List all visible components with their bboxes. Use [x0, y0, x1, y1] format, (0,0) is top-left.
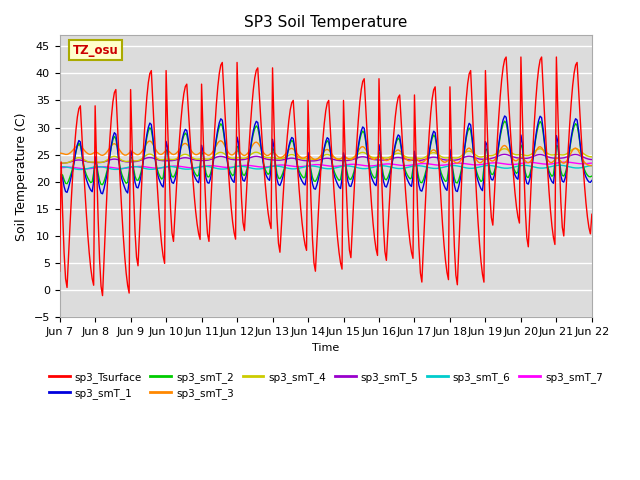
sp3_smT_5 — [70, 158, 78, 164]
sp3_smT_6 — [77, 167, 84, 172]
Text: TZ_osu: TZ_osu — [73, 44, 118, 57]
sp3_smT_1 — [526, 177, 534, 182]
sp3_smT_5 — [388, 156, 396, 161]
sp3_smT_2 — [378, 163, 386, 169]
Line: sp3_smT_2: sp3_smT_2 — [60, 121, 592, 185]
Line: sp3_smT_6: sp3_smT_6 — [60, 165, 592, 169]
sp3_smT_1 — [156, 180, 164, 185]
Line: sp3_smT_4: sp3_smT_4 — [60, 149, 592, 163]
sp3_smT_6 — [378, 163, 386, 168]
sp3_Tsurface — [526, 211, 534, 217]
sp3_smT_1 — [390, 150, 397, 156]
sp3_Tsurface — [360, 76, 368, 82]
sp3_smT_6 — [588, 163, 596, 168]
sp3_smT_7 — [156, 165, 164, 171]
sp3_smT_6 — [556, 162, 563, 168]
sp3_smT_4 — [572, 146, 579, 152]
sp3_Tsurface — [588, 211, 596, 217]
sp3_smT_6 — [156, 165, 164, 171]
sp3_smT_5 — [155, 157, 163, 163]
sp3_smT_2 — [99, 182, 106, 188]
sp3_smT_3 — [524, 160, 532, 166]
Line: sp3_smT_5: sp3_smT_5 — [60, 155, 592, 163]
sp3_smT_3 — [70, 145, 78, 151]
sp3_smT_1 — [378, 168, 386, 174]
Title: SP3 Soil Temperature: SP3 Soil Temperature — [244, 15, 408, 30]
sp3_smT_2 — [390, 150, 397, 156]
Line: sp3_smT_1: sp3_smT_1 — [60, 116, 592, 194]
sp3_smT_2 — [56, 175, 63, 180]
sp3_smT_5 — [376, 157, 384, 163]
sp3_smT_2 — [156, 174, 164, 180]
sp3_smT_5 — [524, 155, 532, 161]
sp3_smT_2 — [501, 118, 509, 124]
sp3_smT_3 — [217, 138, 225, 144]
sp3_smT_7 — [56, 165, 63, 171]
sp3_smT_4 — [60, 160, 68, 166]
sp3_smT_1 — [70, 157, 78, 163]
sp3_Tsurface — [99, 293, 106, 299]
sp3_smT_3 — [56, 150, 63, 156]
sp3_smT_7 — [390, 161, 397, 167]
sp3_smT_1 — [501, 113, 509, 119]
Line: sp3_smT_3: sp3_smT_3 — [60, 141, 592, 166]
sp3_smT_1 — [360, 125, 368, 131]
sp3_smT_4 — [156, 157, 164, 163]
sp3_smT_2 — [360, 130, 368, 136]
sp3_smT_6 — [360, 166, 368, 171]
sp3_smT_7 — [588, 160, 596, 166]
sp3_smT_5 — [56, 160, 63, 166]
sp3_smT_3 — [155, 151, 163, 156]
sp3_smT_6 — [524, 163, 532, 168]
sp3_smT_7 — [70, 165, 78, 170]
sp3_smT_4 — [378, 155, 386, 160]
sp3_smT_2 — [70, 156, 78, 162]
sp3_smT_3 — [390, 151, 397, 156]
sp3_smT_3 — [360, 144, 368, 150]
sp3_Tsurface — [390, 131, 397, 136]
sp3_Tsurface — [502, 54, 510, 60]
sp3_smT_4 — [360, 150, 368, 156]
sp3_smT_4 — [72, 156, 80, 161]
Line: sp3_Tsurface: sp3_Tsurface — [60, 57, 592, 296]
X-axis label: Time: Time — [312, 343, 339, 353]
sp3_smT_1 — [99, 191, 106, 197]
sp3_smT_1 — [588, 178, 596, 183]
sp3_Tsurface — [56, 268, 63, 274]
sp3_smT_5 — [501, 152, 509, 157]
sp3_smT_3 — [378, 155, 386, 160]
sp3_smT_6 — [70, 166, 78, 172]
sp3_Tsurface — [70, 145, 78, 151]
sp3_smT_7 — [561, 159, 569, 165]
sp3_smT_4 — [588, 154, 596, 160]
sp3_smT_7 — [83, 166, 90, 172]
sp3_Tsurface — [156, 226, 164, 231]
Y-axis label: Soil Temperature (C): Soil Temperature (C) — [15, 112, 28, 240]
sp3_smT_1 — [56, 183, 63, 189]
sp3_smT_4 — [524, 153, 532, 158]
sp3_smT_6 — [56, 164, 63, 169]
sp3_smT_7 — [378, 162, 386, 168]
sp3_Tsurface — [378, 182, 386, 188]
Line: sp3_smT_7: sp3_smT_7 — [60, 162, 592, 169]
sp3_smT_5 — [359, 154, 367, 160]
sp3_smT_4 — [56, 160, 63, 166]
sp3_smT_3 — [588, 163, 596, 168]
sp3_smT_2 — [526, 171, 534, 177]
sp3_smT_7 — [524, 160, 532, 166]
sp3_smT_6 — [390, 165, 397, 171]
sp3_smT_5 — [588, 156, 596, 162]
sp3_smT_2 — [588, 173, 596, 179]
Legend: sp3_Tsurface, sp3_smT_1, sp3_smT_2, sp3_smT_3, sp3_smT_4, sp3_smT_5, sp3_smT_6, : sp3_Tsurface, sp3_smT_1, sp3_smT_2, sp3_… — [45, 368, 607, 403]
sp3_smT_7 — [360, 163, 368, 168]
sp3_smT_4 — [390, 152, 397, 157]
